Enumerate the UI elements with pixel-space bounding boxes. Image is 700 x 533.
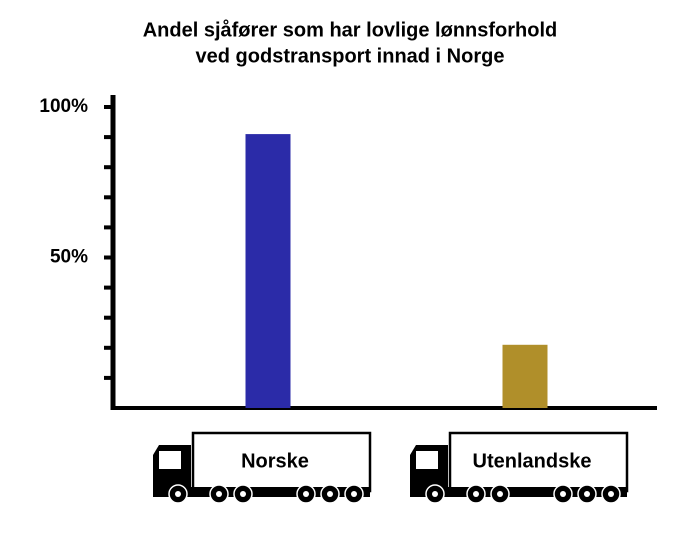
bar [245, 134, 291, 408]
category-label: Norske [241, 450, 309, 472]
chart-title: ved godstransport innad i Norge [196, 45, 505, 67]
y-tick-label: 50% [50, 247, 88, 268]
category-label: Utenlandske [473, 450, 592, 472]
chart-title: Andel sjåfører som har lovlige lønnsforh… [143, 18, 558, 41]
y-tick-label: 100% [39, 96, 88, 117]
bar [502, 344, 548, 408]
